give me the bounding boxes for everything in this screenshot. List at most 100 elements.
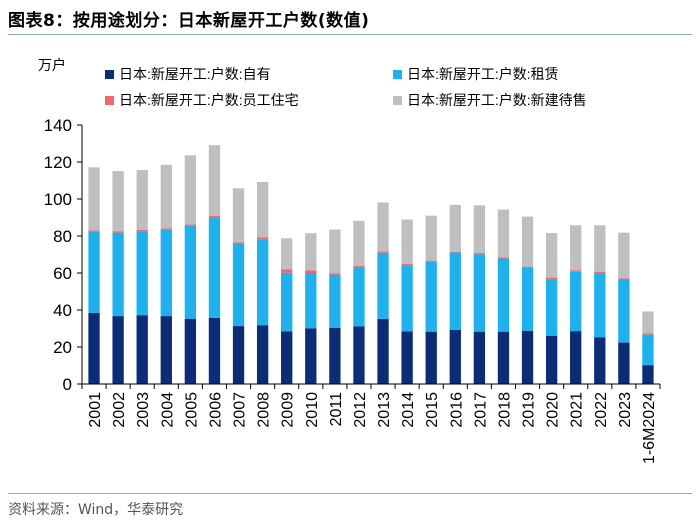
y-axis: 0 20 40 60 80 100 120 140 bbox=[44, 116, 83, 394]
x-tick-label: 2007 bbox=[232, 392, 249, 428]
x-tick-label: 2003 bbox=[135, 392, 152, 428]
bars-group bbox=[88, 145, 654, 384]
y-tick-label: 0 bbox=[63, 375, 72, 394]
y-axis-unit-label: 万户 bbox=[38, 57, 66, 73]
bar-segment bbox=[473, 205, 486, 253]
legend-label: 日本:新屋开工:户数:新建待售 bbox=[407, 92, 587, 108]
x-tick-label: 2001 bbox=[87, 392, 104, 428]
y-tick-label: 40 bbox=[53, 301, 72, 320]
bar-segment bbox=[521, 267, 534, 331]
bar-segment bbox=[353, 265, 365, 267]
x-tick-label: 2021 bbox=[569, 392, 586, 428]
bar-segment bbox=[305, 233, 317, 271]
bar-segment bbox=[160, 228, 172, 230]
bar-segment bbox=[497, 209, 510, 258]
bar-segment bbox=[401, 265, 413, 332]
bar-segment bbox=[594, 337, 606, 384]
bar-segment bbox=[594, 271, 606, 274]
bar-segment bbox=[521, 216, 534, 267]
bar-segment bbox=[232, 188, 245, 243]
x-tick-label: 2012 bbox=[352, 392, 369, 428]
bar-segment bbox=[545, 277, 558, 280]
legend: 日本:新屋开工:户数:自有 日本:新屋开工:户数:租赁日本:新屋开工:户数:员工住… bbox=[105, 66, 587, 108]
y-tick-label: 20 bbox=[53, 338, 72, 357]
bar-segment bbox=[136, 315, 148, 384]
bar-segment bbox=[377, 252, 389, 319]
bar-segment bbox=[88, 231, 100, 313]
bar-segment bbox=[112, 232, 124, 317]
bar-segment bbox=[112, 316, 124, 384]
x-tick-label: 2011 bbox=[328, 392, 345, 427]
bar-segment bbox=[329, 274, 341, 328]
bar-segment bbox=[401, 263, 413, 266]
bar-segment bbox=[353, 326, 365, 384]
x-tick-label: 2014 bbox=[400, 392, 417, 428]
bar-segment bbox=[618, 342, 630, 384]
bar-segment bbox=[545, 279, 558, 336]
bar-segment bbox=[184, 318, 197, 384]
x-tick-label: 2017 bbox=[472, 392, 489, 428]
bar-segment bbox=[570, 270, 582, 272]
bar-segment bbox=[570, 225, 582, 271]
bar-segment bbox=[642, 311, 654, 334]
bar-segment bbox=[353, 220, 365, 266]
x-tick-label: 2016 bbox=[448, 392, 465, 428]
bar-segment bbox=[232, 243, 245, 327]
bar-segment bbox=[449, 329, 461, 384]
x-tick-label: 2002 bbox=[111, 392, 128, 428]
bar-segment bbox=[208, 145, 221, 216]
bar-segment bbox=[377, 318, 389, 384]
y-tick-label: 80 bbox=[53, 227, 72, 246]
bar-segment bbox=[232, 326, 245, 384]
bar-segment bbox=[305, 273, 317, 329]
x-tick-label: 2019 bbox=[521, 392, 538, 428]
bar-segment bbox=[305, 328, 317, 384]
x-tick-label: 2015 bbox=[424, 392, 441, 428]
bar-segment bbox=[256, 325, 269, 384]
bar-segment bbox=[497, 331, 510, 384]
bar-segment bbox=[112, 231, 124, 233]
bar-segment bbox=[521, 266, 534, 268]
bar-segment bbox=[425, 260, 437, 262]
bar-segment bbox=[329, 273, 341, 275]
legend-swatch bbox=[393, 96, 402, 105]
bar-segment bbox=[88, 312, 100, 384]
bar-segment bbox=[256, 181, 269, 238]
bar-segment bbox=[377, 202, 389, 252]
bar-segment bbox=[184, 224, 197, 226]
bar-segment bbox=[642, 333, 654, 335]
bar-segment bbox=[449, 251, 461, 253]
x-tick-label: 2022 bbox=[593, 392, 610, 428]
x-tick-label: 2018 bbox=[496, 392, 513, 428]
bar-segment bbox=[545, 335, 558, 384]
bar-segment bbox=[425, 331, 437, 384]
bar-segment bbox=[545, 233, 558, 278]
bar-segment bbox=[473, 331, 486, 384]
y-tick-label: 100 bbox=[44, 190, 72, 209]
y-tick-label: 140 bbox=[44, 116, 72, 135]
x-tick-label: 2005 bbox=[183, 392, 200, 428]
bar-segment bbox=[184, 155, 197, 225]
title-rule bbox=[8, 34, 692, 35]
bar-segment bbox=[160, 316, 172, 384]
x-axis: 2001 2002 2003 2004 2005 2006 2007 2008 2009 2010… bbox=[81, 383, 661, 464]
y-tick-label: 60 bbox=[53, 264, 72, 283]
bar-segment bbox=[281, 269, 293, 273]
bar-segment bbox=[425, 215, 437, 261]
footer-rule bbox=[8, 493, 692, 494]
bar-segment bbox=[570, 271, 582, 332]
bar-segment bbox=[473, 252, 486, 255]
y-tick-label: 120 bbox=[44, 153, 72, 172]
bar-segment bbox=[594, 225, 606, 272]
x-tick-label: 2010 bbox=[304, 392, 321, 428]
bar-segment bbox=[208, 317, 221, 384]
bar-segment bbox=[184, 225, 197, 319]
x-tick-label: 2006 bbox=[207, 392, 224, 428]
bar-segment bbox=[425, 261, 437, 332]
bar-segment bbox=[256, 239, 269, 326]
x-tick-label: 2020 bbox=[545, 392, 562, 428]
bar-segment bbox=[497, 257, 510, 259]
bar-segment bbox=[208, 215, 221, 218]
bar-segment bbox=[232, 242, 245, 244]
legend-label: 日本:新屋开工:户数:租赁 bbox=[407, 66, 559, 82]
